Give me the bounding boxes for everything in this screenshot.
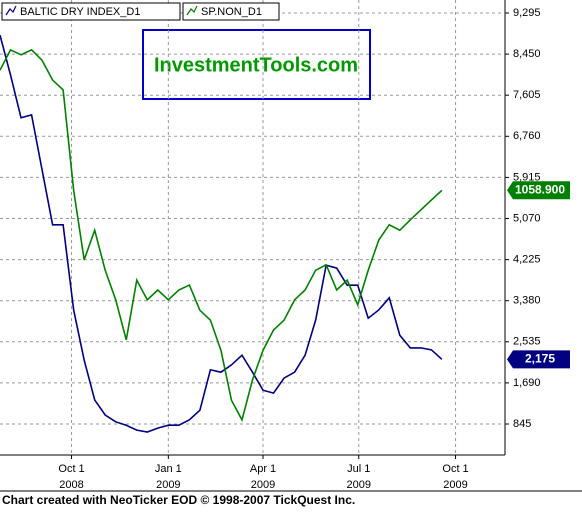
legend-label: BALTIC DRY INDEX_D1 <box>20 6 140 18</box>
value-label-box <box>507 350 570 369</box>
y-tick-label: 8,450 <box>513 48 541 60</box>
y-tick-label: 3,380 <box>513 295 541 307</box>
watermark-box <box>142 29 371 100</box>
y-tick-label: 9,295 <box>513 7 541 19</box>
x-tick-label: Apr 1 2009 <box>250 463 276 491</box>
value-label-box <box>507 181 570 200</box>
series-line <box>0 34 443 433</box>
x-tick-label: Oct 1 2008 <box>58 463 84 491</box>
value-label: 2,175 <box>525 351 555 365</box>
x-tick-label: Jan 1 2009 <box>155 463 182 491</box>
y-tick-label: 6,760 <box>513 130 541 142</box>
legend-swatch <box>5 5 17 16</box>
y-tick-label: 5,070 <box>513 212 541 224</box>
y-tick-label: 5,915 <box>513 171 541 183</box>
series-line <box>0 48 443 423</box>
y-tick-label: 845 <box>513 418 531 430</box>
y-tick-label: 7,605 <box>513 89 541 101</box>
y-tick-label: 2,535 <box>513 336 541 348</box>
x-tick-label: Jul 1 2009 <box>347 463 371 491</box>
legend-label: SP.NON_D1 <box>201 6 262 18</box>
footer: Chart created with NeoTicker EOD © 1998-… <box>2 493 355 507</box>
value-label: 1058.900 <box>515 182 565 196</box>
legend-box <box>182 2 280 21</box>
y-tick-label: 4,225 <box>513 254 541 266</box>
watermark: InvestmentTools.com <box>154 54 358 76</box>
y-tick-label: 1,690 <box>513 377 541 389</box>
x-tick-label: Oct 1 2009 <box>442 463 468 491</box>
legend-box <box>1 2 181 21</box>
legend-swatch <box>186 5 198 16</box>
